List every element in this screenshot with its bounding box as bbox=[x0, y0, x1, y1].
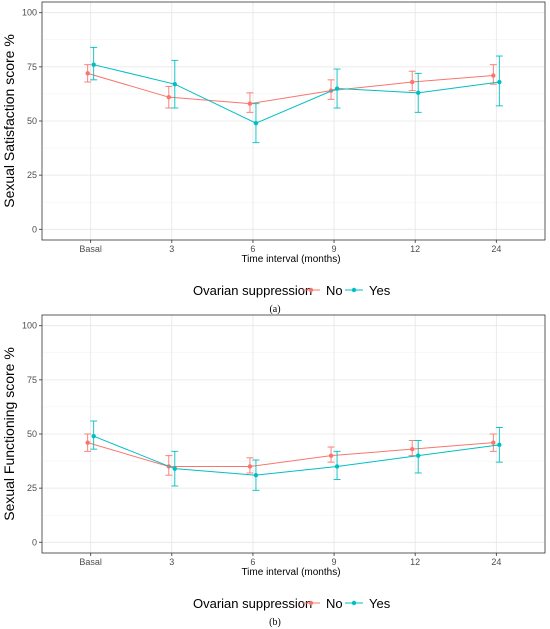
y-tick-label: 100 bbox=[22, 8, 37, 18]
data-point bbox=[497, 442, 502, 448]
y-tick-label: 75 bbox=[27, 62, 37, 72]
x-axis-title: Time interval (months) bbox=[241, 567, 340, 578]
x-tick-label: 3 bbox=[169, 557, 174, 567]
y-tick-label: 75 bbox=[27, 375, 37, 385]
y-tick-label: 50 bbox=[27, 116, 37, 126]
legend-item-no: No bbox=[302, 596, 343, 611]
x-axis-title: Time interval (months) bbox=[241, 254, 340, 265]
x-tick-label: 12 bbox=[410, 244, 420, 254]
data-point bbox=[247, 464, 253, 469]
legend-label-yes: Yes bbox=[369, 283, 391, 298]
y-tick-label: 25 bbox=[27, 483, 37, 493]
x-tick-label: Basal bbox=[79, 244, 102, 254]
data-point bbox=[253, 472, 259, 478]
data-point bbox=[497, 79, 502, 85]
data-point bbox=[415, 90, 421, 96]
data-point bbox=[172, 81, 178, 87]
x-tick-label: 6 bbox=[250, 557, 255, 567]
legend-title: Ovarian suppression bbox=[193, 596, 312, 611]
data-point bbox=[334, 464, 340, 469]
y-tick-label: 0 bbox=[32, 537, 37, 547]
y-tick-label: 100 bbox=[22, 321, 37, 331]
data-point bbox=[85, 71, 90, 76]
data-point bbox=[247, 101, 253, 106]
legend-label-no: No bbox=[326, 283, 343, 298]
panel-label: (a) bbox=[269, 304, 280, 315]
data-point bbox=[334, 86, 340, 91]
y-axis-title: Sexual Functioning score % bbox=[1, 347, 17, 521]
x-tick-label: 12 bbox=[410, 557, 420, 567]
y-tick-label: 0 bbox=[32, 224, 37, 234]
data-point bbox=[491, 440, 496, 445]
y-axis-title: Sexual Satisfaction score % bbox=[1, 34, 17, 208]
x-tick-label: 9 bbox=[332, 557, 337, 567]
series-line bbox=[87, 442, 494, 467]
legend-label-no: No bbox=[326, 596, 343, 611]
series-yes bbox=[90, 46, 503, 144]
plot-area: 0 25 50 75 100 Basal 3 6 9 12 24 bbox=[22, 1, 546, 254]
legend-key-yes-point bbox=[351, 287, 357, 293]
data-point bbox=[409, 79, 415, 85]
legend-title: Ovarian suppression bbox=[193, 283, 312, 298]
legend-item-yes: Yes bbox=[345, 283, 391, 298]
legend-key-no-point bbox=[308, 287, 314, 293]
plot-area: 0 25 50 75 100 Basal 3 6 9 12 24 bbox=[22, 314, 546, 567]
chart-panel-a: 0 25 50 75 100 Basal 3 6 9 12 24 Sexual Satisfacti… bbox=[1, 1, 546, 315]
series-yes bbox=[90, 420, 503, 491]
x-tick-label: Basal bbox=[79, 557, 102, 567]
data-point bbox=[85, 440, 90, 445]
series-no bbox=[84, 64, 497, 113]
data-point bbox=[491, 73, 496, 78]
data-point bbox=[91, 62, 96, 67]
x-tick-label: 24 bbox=[491, 244, 501, 254]
data-point bbox=[166, 94, 172, 100]
series-no bbox=[84, 433, 497, 476]
series-line bbox=[87, 72, 494, 105]
chart-panel-b: 0 25 50 75 100 Basal 3 6 9 12 24 Sexual Functionin… bbox=[1, 314, 546, 628]
legend-item-yes: Yes bbox=[345, 596, 391, 611]
legend-item-no: No bbox=[302, 283, 343, 298]
data-point bbox=[409, 446, 415, 452]
y-tick-label: 50 bbox=[27, 429, 37, 439]
series-line bbox=[93, 435, 500, 476]
data-point bbox=[415, 453, 421, 458]
data-point bbox=[91, 433, 96, 439]
series-line bbox=[93, 64, 500, 124]
legend-key-yes-point bbox=[351, 600, 357, 606]
data-point bbox=[172, 466, 178, 471]
legend-key-no-point bbox=[308, 600, 314, 606]
x-tick-label: 9 bbox=[332, 244, 337, 254]
legend-label-yes: Yes bbox=[369, 596, 391, 611]
data-point bbox=[328, 453, 334, 458]
x-tick-label: 3 bbox=[169, 244, 174, 254]
x-tick-label: 6 bbox=[250, 244, 255, 254]
y-tick-label: 25 bbox=[27, 170, 37, 180]
x-tick-label: 24 bbox=[491, 557, 501, 567]
panel-label: (b) bbox=[269, 617, 281, 628]
data-point bbox=[253, 120, 259, 126]
